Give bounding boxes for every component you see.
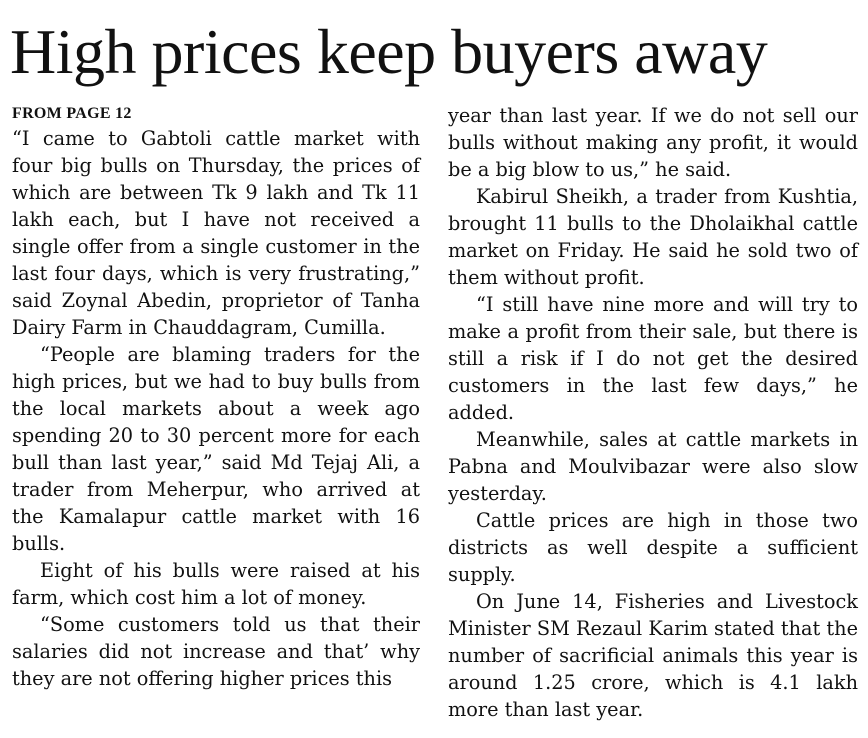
paragraph: “Some customers told us that their salar…	[12, 613, 420, 690]
paragraph: Meanwhile, sales at cattle markets in Pa…	[448, 428, 858, 505]
article-column-right: year than last year. If we do not sell o…	[448, 102, 858, 723]
headline: High prices keep buyers away	[10, 16, 768, 87]
continuation-kicker: FROM PAGE 12	[12, 105, 132, 122]
paragraph: Cattle prices are high in those two dist…	[448, 509, 858, 586]
paragraph: “People are blaming traders for the high…	[12, 343, 420, 555]
article-column-left: FROM PAGE 12 “I came to Gabtoli cattle m…	[12, 103, 420, 692]
paragraph: “I still have nine more and will try to …	[448, 293, 858, 424]
paragraph: year than last year. If we do not sell o…	[448, 104, 858, 181]
paragraph: “I came to Gabtoli cattle market with fo…	[12, 127, 420, 339]
paragraph: On June 14, Fisheries and Livestock Mini…	[448, 590, 858, 721]
paragraph: Kabirul Sheikh, a trader from Kushtia, b…	[448, 185, 858, 289]
paragraph: Eight of his bulls were raised at his fa…	[12, 559, 420, 609]
